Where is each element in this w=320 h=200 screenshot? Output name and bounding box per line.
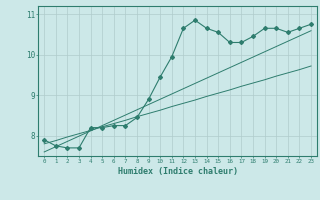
X-axis label: Humidex (Indice chaleur): Humidex (Indice chaleur) [118, 167, 238, 176]
